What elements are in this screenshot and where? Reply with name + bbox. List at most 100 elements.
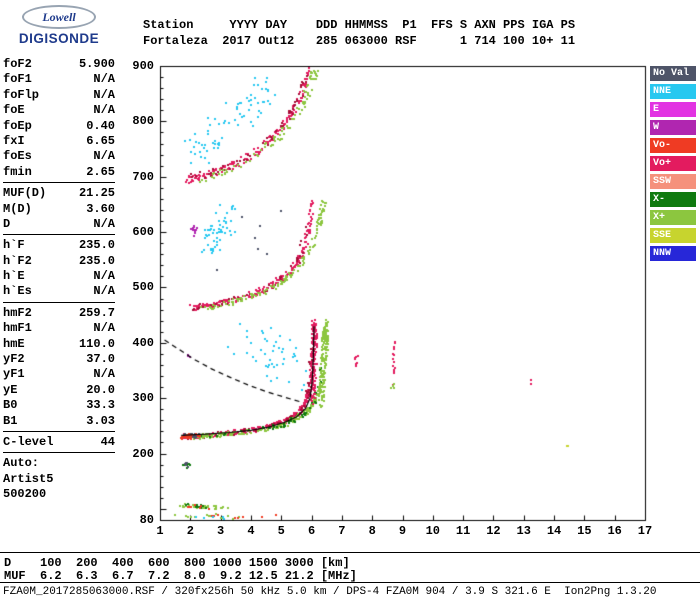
legend-label: E xyxy=(653,104,660,115)
param-value: N/A xyxy=(93,367,115,382)
param-row: foFlp N/A xyxy=(3,88,115,103)
y-axis-label: 200 xyxy=(132,446,154,461)
x-axis-label: 14 xyxy=(546,524,562,538)
param-value: 3.03 xyxy=(86,413,115,428)
param-row: foEp 0.40 xyxy=(3,119,115,134)
param-value: N/A xyxy=(93,103,115,118)
legend-item: Vo+ xyxy=(650,156,696,171)
param-row: 500200 xyxy=(3,487,115,502)
param-row: Auto: xyxy=(3,456,115,471)
param-label: hmF2 xyxy=(3,305,32,320)
param-separator xyxy=(3,301,115,303)
legend-item: X- xyxy=(650,192,696,207)
x-axis-label: 6 xyxy=(307,524,316,538)
param-panel: foF2 5.900 foF1 N/A foFlp N/A foE N/A foEp 0.40 fx… xyxy=(3,57,115,503)
param-label: fxI xyxy=(3,133,25,148)
param-label: foF1 xyxy=(3,72,32,87)
param-value: 6.65 xyxy=(86,133,115,148)
brand-logo: Lowell DIGISONDE xyxy=(8,5,110,46)
legend-label: No Val xyxy=(653,68,690,79)
y-axis-label: 700 xyxy=(132,169,154,184)
param-label: foFlp xyxy=(3,87,40,102)
param-label: MUF(D) xyxy=(3,186,47,201)
legend-item: NNW xyxy=(650,246,696,261)
param-row: h`F 235.0 xyxy=(3,238,115,253)
param-label: B0 xyxy=(3,398,18,413)
param-value: 33.3 xyxy=(86,398,115,413)
header-line-2: Fortaleza 2017 Out12 285 063000 RSF 1 71… xyxy=(143,34,576,48)
param-label: yE xyxy=(3,382,18,397)
param-label: foEp xyxy=(3,118,32,133)
y-axis-label: 80 xyxy=(139,513,154,527)
x-axis-label: 1 xyxy=(156,524,164,538)
separator xyxy=(0,582,700,583)
param-separator xyxy=(3,452,115,454)
legend-item: NNE xyxy=(650,84,696,99)
x-axis-label: 8 xyxy=(368,524,376,538)
param-label: h`Es xyxy=(3,284,32,299)
param-separator xyxy=(3,182,115,184)
ionogram-canvas xyxy=(158,64,647,522)
param-label: Artist5 xyxy=(3,471,54,486)
legend-label: SSE xyxy=(653,230,672,241)
param-value: 259.7 xyxy=(78,305,115,320)
legend-label: NNW xyxy=(653,248,672,259)
param-value: 37.0 xyxy=(86,352,115,367)
param-label: fmin xyxy=(3,164,32,179)
x-axis-label: 12 xyxy=(486,524,501,538)
distance-row: D 100 200 400 600 800 1000 1500 3000 [km… xyxy=(4,556,350,570)
separator xyxy=(0,552,700,553)
param-value: N/A xyxy=(93,149,115,164)
param-value: N/A xyxy=(93,269,115,284)
param-row: Artist5 xyxy=(3,472,115,487)
param-label: yF1 xyxy=(3,367,25,382)
param-label: D xyxy=(3,216,11,231)
x-axis-label: 15 xyxy=(577,524,592,538)
param-label: C-level xyxy=(3,434,54,449)
param-row: B1 3.03 xyxy=(3,414,115,429)
status-line: FZA0M_2017285063000.RSF / 320fx256h 50 k… xyxy=(3,586,657,598)
y-axis-label: 300 xyxy=(132,391,154,406)
param-value: 235.0 xyxy=(78,238,115,253)
legend-label: Vo+ xyxy=(653,158,672,169)
param-row: B0 33.3 xyxy=(3,398,115,413)
x-axis-label: 11 xyxy=(455,524,471,538)
param-value: N/A xyxy=(93,284,115,299)
legend-item: SSW xyxy=(650,174,696,189)
x-axis-label: 16 xyxy=(607,524,622,538)
legend-label: X- xyxy=(653,194,666,205)
param-row: hmE 110.0 xyxy=(3,337,115,352)
x-axis-label: 4 xyxy=(247,524,255,538)
x-axis-label: 17 xyxy=(637,524,653,538)
lowell-logo-text: Lowell xyxy=(42,9,76,24)
x-axis-label: 5 xyxy=(277,524,285,538)
param-value: N/A xyxy=(93,216,115,231)
y-axis-label: 400 xyxy=(132,335,154,350)
param-value: 2.65 xyxy=(86,164,115,179)
param-label: Auto: xyxy=(3,456,40,471)
param-label: h`E xyxy=(3,269,25,284)
param-value: 110.0 xyxy=(78,336,115,351)
param-row: fxI 6.65 xyxy=(3,134,115,149)
param-label: yF2 xyxy=(3,352,25,367)
param-separator xyxy=(3,234,115,236)
param-value: 21.25 xyxy=(78,186,115,201)
param-value: 0.40 xyxy=(86,118,115,133)
legend-item: Vo- xyxy=(650,138,696,153)
param-label: hmF1 xyxy=(3,321,32,336)
param-row: foF1 N/A xyxy=(3,72,115,87)
muf-row: MUF 6.2 6.3 6.7 7.2 8.0 9.2 12.5 21.2 [M… xyxy=(4,569,357,583)
param-value: N/A xyxy=(93,321,115,336)
y-axis-label: 600 xyxy=(132,225,154,240)
param-row: M(D) 3.60 xyxy=(3,202,115,217)
legend-item: X+ xyxy=(650,210,696,225)
digisonde-logo-text: DIGISONDE xyxy=(18,31,100,46)
param-label: h`F xyxy=(3,238,25,253)
param-label: foE xyxy=(3,103,25,118)
legend-label: NNE xyxy=(653,86,672,97)
x-axis-label: 10 xyxy=(425,524,441,538)
param-row: D N/A xyxy=(3,217,115,232)
y-axis-label: 800 xyxy=(132,114,154,129)
x-axis-label: 3 xyxy=(217,524,225,538)
